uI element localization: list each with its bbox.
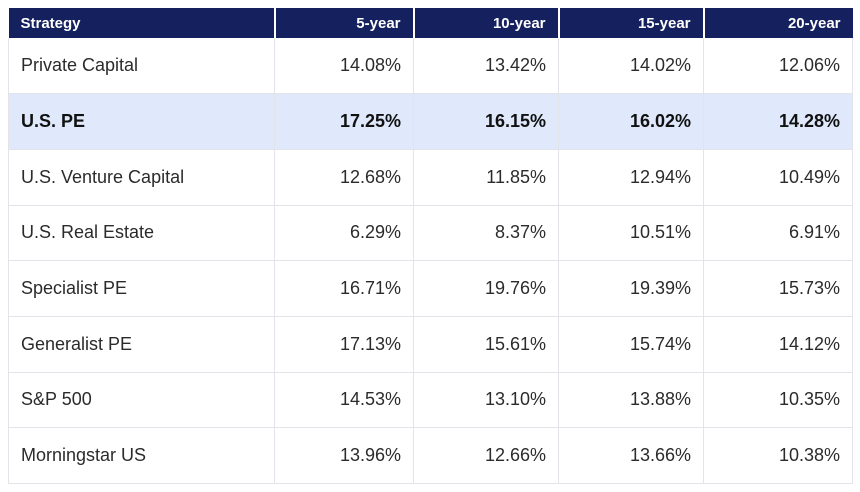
header-row: Strategy 5-year 10-year 15-year 20-year — [8, 8, 853, 38]
return-cell-10-year: 11.85% — [413, 149, 559, 206]
return-cell-20-year: 10.38% — [703, 427, 853, 484]
return-cell-5-year: 16.71% — [274, 260, 414, 317]
return-cell-20-year: 14.28% — [703, 93, 853, 150]
strategy-cell: Generalist PE — [8, 316, 275, 373]
strategy-cell: Specialist PE — [8, 260, 275, 317]
table-row: U.S. Venture Capital 12.68% 11.85% 12.94% 10… — [8, 149, 853, 206]
table-row: S&P 500 14.53% 13.10% 13.88% 10.35% — [8, 372, 853, 429]
return-cell-15-year: 15.74% — [558, 316, 704, 373]
table-header: Strategy 5-year 10-year 15-year 20-year — [8, 8, 853, 38]
return-cell-10-year: 12.66% — [413, 427, 559, 484]
return-cell-5-year: 14.08% — [274, 38, 414, 95]
return-cell-20-year: 14.12% — [703, 316, 853, 373]
return-cell-15-year: 10.51% — [558, 205, 704, 262]
return-cell-15-year: 13.88% — [558, 372, 704, 429]
return-cell-5-year: 13.96% — [274, 427, 414, 484]
column-header-strategy: Strategy — [8, 8, 276, 38]
return-cell-20-year: 15.73% — [703, 260, 853, 317]
table-row: Generalist PE 17.13% 15.61% 15.74% 14.12% — [8, 316, 853, 373]
return-cell-15-year: 16.02% — [558, 93, 704, 150]
returns-table: Strategy 5-year 10-year 15-year 20-year … — [8, 8, 853, 484]
return-cell-5-year: 17.13% — [274, 316, 414, 373]
return-cell-15-year: 13.66% — [558, 427, 704, 484]
return-cell-20-year: 6.91% — [703, 205, 853, 262]
return-cell-15-year: 19.39% — [558, 260, 704, 317]
return-cell-20-year: 10.35% — [703, 372, 853, 429]
column-header-20-year: 20-year — [703, 8, 853, 38]
table-row: U.S. Real Estate 6.29% 8.37% 10.51% 6.91% — [8, 205, 853, 262]
return-cell-5-year: 6.29% — [274, 205, 414, 262]
return-cell-15-year: 14.02% — [558, 38, 704, 95]
returns-table-container: Strategy 5-year 10-year 15-year 20-year … — [8, 8, 853, 484]
table-row: Private Capital 14.08% 13.42% 14.02% 12.06% — [8, 38, 853, 95]
strategy-cell: Morningstar US — [8, 427, 275, 484]
table-row: Specialist PE 16.71% 19.76% 19.39% 15.73% — [8, 260, 853, 317]
return-cell-10-year: 16.15% — [413, 93, 559, 150]
column-header-5-year: 5-year — [274, 8, 415, 38]
strategy-cell: Private Capital — [8, 38, 275, 95]
return-cell-20-year: 12.06% — [703, 38, 853, 95]
strategy-cell: S&P 500 — [8, 372, 275, 429]
return-cell-10-year: 13.10% — [413, 372, 559, 429]
column-header-10-year: 10-year — [413, 8, 560, 38]
strategy-cell: U.S. Venture Capital — [8, 149, 275, 206]
return-cell-5-year: 12.68% — [274, 149, 414, 206]
return-cell-10-year: 15.61% — [413, 316, 559, 373]
return-cell-10-year: 8.37% — [413, 205, 559, 262]
table-row: Morningstar US 13.96% 12.66% 13.66% 10.38% — [8, 427, 853, 484]
return-cell-10-year: 19.76% — [413, 260, 559, 317]
strategy-cell: U.S. PE — [8, 93, 275, 150]
table-body: Private Capital 14.08% 13.42% 14.02% 12.06% U… — [8, 38, 853, 484]
table-row: U.S. PE 17.25% 16.15% 16.02% 14.28% — [8, 93, 853, 150]
return-cell-5-year: 17.25% — [274, 93, 414, 150]
return-cell-5-year: 14.53% — [274, 372, 414, 429]
return-cell-20-year: 10.49% — [703, 149, 853, 206]
return-cell-15-year: 12.94% — [558, 149, 704, 206]
column-header-15-year: 15-year — [558, 8, 705, 38]
strategy-cell: U.S. Real Estate — [8, 205, 275, 262]
return-cell-10-year: 13.42% — [413, 38, 559, 95]
